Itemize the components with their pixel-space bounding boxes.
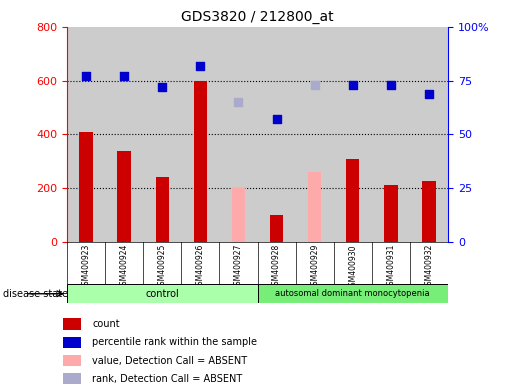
- Point: [82, 73, 90, 79]
- Text: GSM400925: GSM400925: [158, 244, 167, 290]
- Text: GSM400923: GSM400923: [81, 244, 91, 290]
- Point: [311, 82, 319, 88]
- Text: GSM400929: GSM400929: [310, 244, 319, 290]
- Bar: [63, 318, 81, 330]
- Point: [349, 82, 357, 88]
- Text: GSM400932: GSM400932: [424, 244, 434, 290]
- Bar: [63, 373, 81, 384]
- Text: GSM400926: GSM400926: [196, 244, 205, 290]
- Bar: [372, 27, 410, 242]
- Text: GSM400927: GSM400927: [234, 244, 243, 290]
- Bar: [346, 159, 359, 242]
- Text: GSM400928: GSM400928: [272, 244, 281, 290]
- Text: value, Detection Call = ABSENT: value, Detection Call = ABSENT: [92, 356, 247, 366]
- Bar: [105, 27, 143, 242]
- Point: [387, 82, 395, 88]
- Bar: [79, 132, 93, 242]
- Bar: [384, 185, 398, 242]
- Bar: [117, 151, 131, 242]
- Point: [425, 91, 433, 97]
- Text: GSM400930: GSM400930: [348, 244, 357, 291]
- Bar: [219, 27, 258, 242]
- Bar: [63, 336, 81, 348]
- Bar: [422, 182, 436, 242]
- Bar: [63, 355, 81, 366]
- Text: autosomal dominant monocytopenia: autosomal dominant monocytopenia: [276, 289, 430, 298]
- Bar: [308, 172, 321, 242]
- Bar: [232, 188, 245, 242]
- Bar: [156, 177, 169, 242]
- Point: [272, 116, 281, 122]
- Bar: [181, 27, 219, 242]
- Bar: [143, 27, 181, 242]
- Point: [234, 99, 243, 105]
- Bar: [296, 27, 334, 242]
- Text: count: count: [92, 319, 120, 329]
- Text: disease state: disease state: [3, 289, 67, 299]
- Bar: [258, 27, 296, 242]
- Point: [158, 84, 166, 90]
- Bar: [67, 284, 258, 303]
- Bar: [258, 284, 448, 303]
- Title: GDS3820 / 212800_at: GDS3820 / 212800_at: [181, 10, 334, 25]
- Text: rank, Detection Call = ABSENT: rank, Detection Call = ABSENT: [92, 374, 243, 384]
- Bar: [270, 215, 283, 242]
- Bar: [194, 81, 207, 242]
- Bar: [67, 27, 105, 242]
- Point: [196, 63, 204, 69]
- Text: control: control: [145, 289, 179, 299]
- Text: percentile rank within the sample: percentile rank within the sample: [92, 338, 258, 348]
- Text: GSM400931: GSM400931: [386, 244, 396, 290]
- Bar: [334, 27, 372, 242]
- Bar: [410, 27, 448, 242]
- Text: GSM400924: GSM400924: [119, 244, 129, 290]
- Point: [120, 73, 128, 79]
